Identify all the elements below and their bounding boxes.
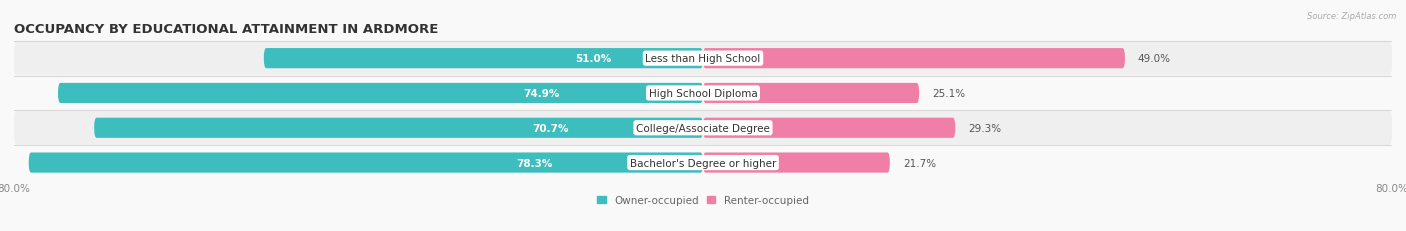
Text: 51.0%: 51.0% xyxy=(575,54,612,64)
Text: Less than High School: Less than High School xyxy=(645,54,761,64)
FancyBboxPatch shape xyxy=(28,153,703,173)
Text: 21.7%: 21.7% xyxy=(903,158,936,168)
Text: 74.9%: 74.9% xyxy=(523,88,560,99)
Text: 29.3%: 29.3% xyxy=(969,123,1001,133)
FancyBboxPatch shape xyxy=(264,49,703,69)
Text: High School Diploma: High School Diploma xyxy=(648,88,758,99)
Text: 49.0%: 49.0% xyxy=(1137,54,1171,64)
Text: 25.1%: 25.1% xyxy=(932,88,965,99)
Legend: Owner-occupied, Renter-occupied: Owner-occupied, Renter-occupied xyxy=(598,195,808,206)
FancyBboxPatch shape xyxy=(14,111,1392,146)
Text: College/Associate Degree: College/Associate Degree xyxy=(636,123,770,133)
FancyBboxPatch shape xyxy=(703,84,920,103)
FancyBboxPatch shape xyxy=(14,146,1392,180)
Text: Source: ZipAtlas.com: Source: ZipAtlas.com xyxy=(1306,12,1396,21)
Text: 70.7%: 70.7% xyxy=(533,123,569,133)
FancyBboxPatch shape xyxy=(94,118,703,138)
Text: 78.3%: 78.3% xyxy=(516,158,553,168)
FancyBboxPatch shape xyxy=(703,49,1125,69)
FancyBboxPatch shape xyxy=(14,76,1392,111)
FancyBboxPatch shape xyxy=(14,42,1392,76)
Text: Bachelor's Degree or higher: Bachelor's Degree or higher xyxy=(630,158,776,168)
FancyBboxPatch shape xyxy=(703,153,890,173)
FancyBboxPatch shape xyxy=(703,118,955,138)
FancyBboxPatch shape xyxy=(58,84,703,103)
Text: OCCUPANCY BY EDUCATIONAL ATTAINMENT IN ARDMORE: OCCUPANCY BY EDUCATIONAL ATTAINMENT IN A… xyxy=(14,23,439,36)
